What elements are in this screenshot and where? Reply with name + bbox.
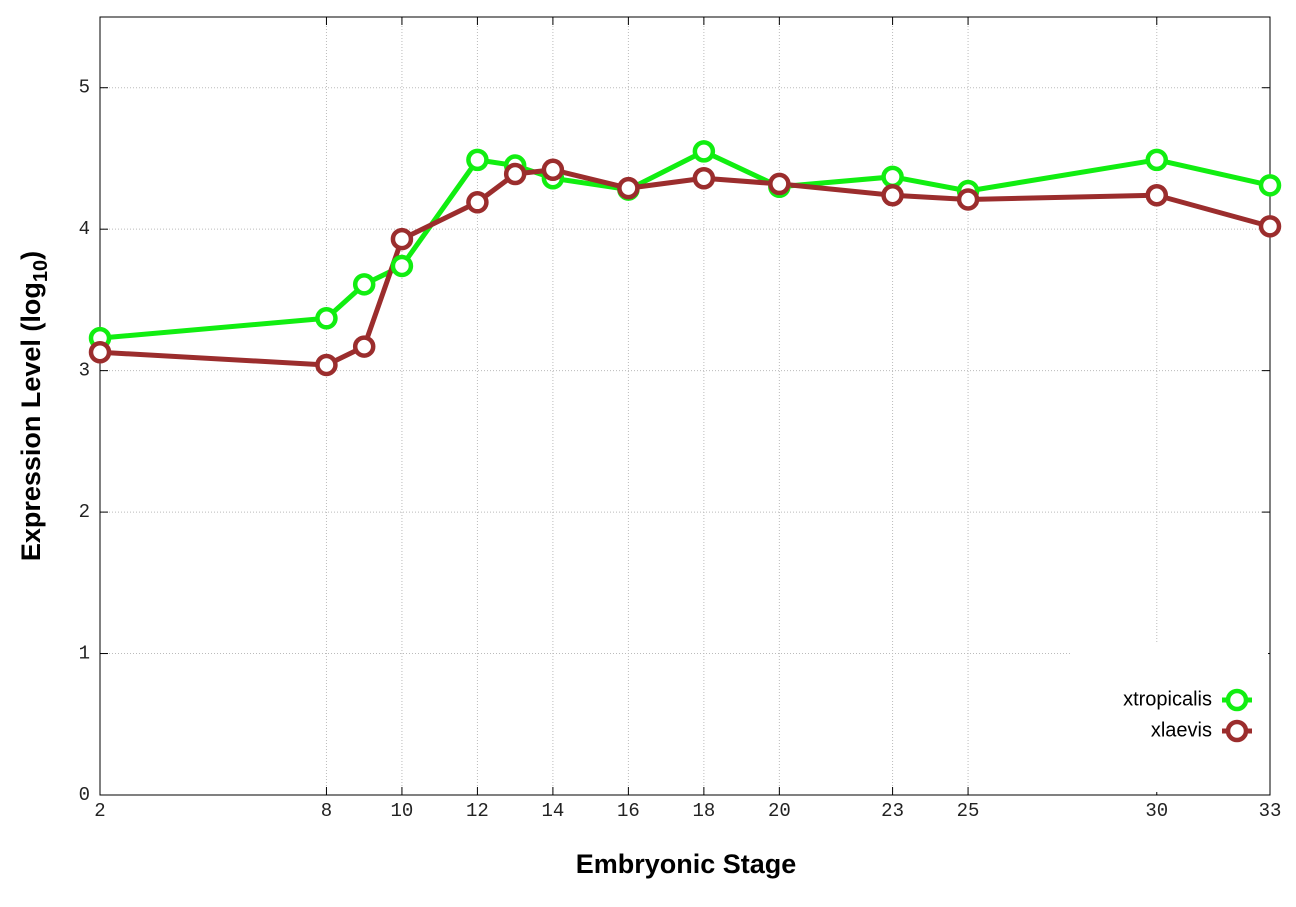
data-point [1145,183,1169,207]
y-axis-title: Expression Level (log10) [16,251,52,561]
x-tick-label: 10 [391,800,414,822]
x-tick-label: 23 [881,800,904,822]
data-point [617,176,640,200]
data-point [1258,215,1282,238]
y-tick-label: 1 [79,643,90,665]
x-tick-label: 33 [1259,800,1282,822]
data-point [315,307,338,330]
legend-marker [1225,688,1249,712]
legend-marker [1225,719,1249,743]
y-tick-label: 5 [79,77,90,99]
y-tick-label: 3 [79,360,90,382]
legend-background [1070,642,1268,792]
x-tick-label: 20 [768,800,791,822]
data-point [881,183,904,207]
x-tick-label: 14 [541,800,564,822]
data-point [768,172,791,196]
y-axis-title-main: Expression Level (log [16,282,46,561]
y-axis-title-end: ) [16,251,46,260]
legend-label: xtropicalis [1123,688,1212,710]
y-tick-label: 4 [79,218,90,240]
x-axis-title: Embryonic Stage [576,849,797,879]
x-tick-label: 12 [466,800,489,822]
data-point [390,254,414,278]
data-point [390,227,414,251]
data-point [352,335,376,358]
x-tick-label: 30 [1145,800,1168,822]
data-point [88,340,112,364]
plot-frame [99,16,1271,796]
data-point [466,191,489,214]
data-point [692,167,716,190]
data-point [881,165,904,189]
data-point [466,148,489,172]
legend-label: xlaevis [1151,719,1212,741]
data-point [956,188,980,211]
y-tick-label: 0 [79,784,90,806]
x-tick-label: 16 [617,800,640,822]
data-point [352,273,376,296]
y-tick-label: 2 [79,501,90,523]
x-tick-label: 2 [94,800,105,822]
data-point [315,353,338,377]
data-point [1258,174,1282,197]
data-point [692,140,716,163]
x-tick-label: 8 [321,800,332,822]
data-point [503,162,527,186]
series-line [99,167,1271,368]
y-axis-title-sub: 10 [30,260,52,282]
x-tick-label: 25 [957,800,980,822]
data-point [541,158,565,182]
data-point [1145,148,1169,172]
legend: xtropicalis xlaevis [1123,688,1252,743]
x-tick-label: 18 [692,800,715,822]
